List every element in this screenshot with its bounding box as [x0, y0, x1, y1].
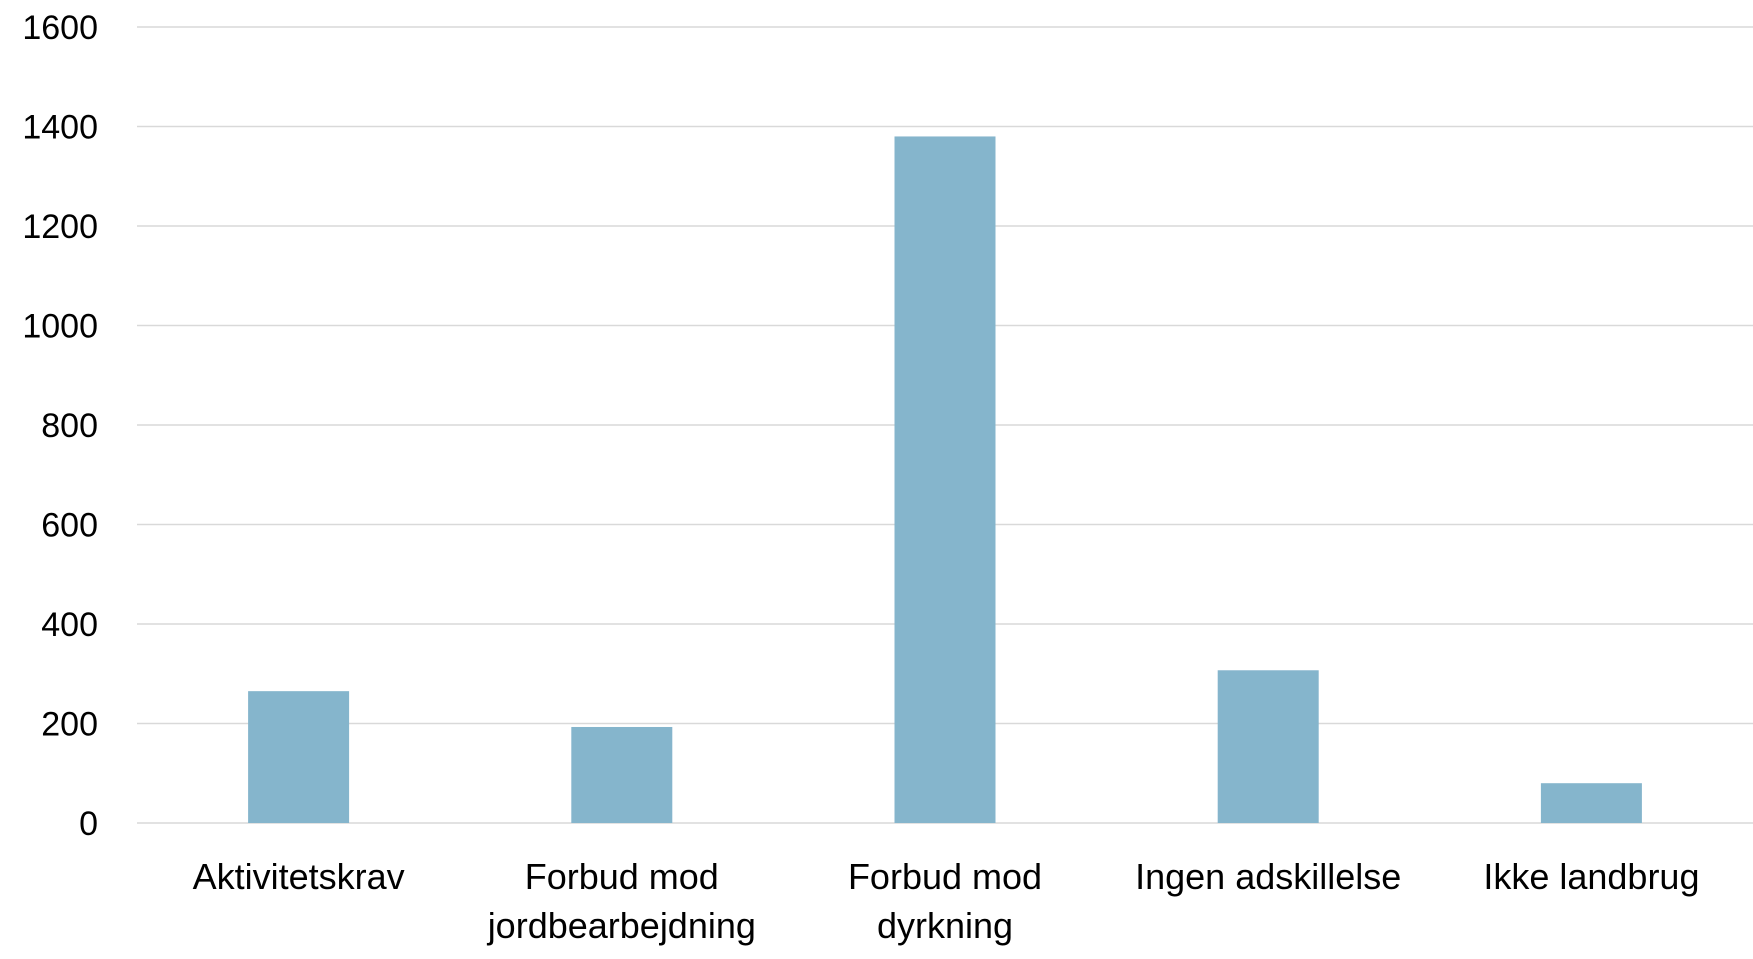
bar-4 [1540, 783, 1642, 823]
x-tick-label: Ingen adskillelse [1135, 856, 1401, 897]
y-tick-label: 1600 [22, 9, 98, 47]
bar-1 [571, 726, 673, 823]
y-tick-label: 1200 [22, 208, 98, 246]
bar-0 [248, 691, 350, 823]
x-tick-label-line: Aktivitetskrav [193, 856, 405, 897]
x-tick-label-line: Forbud mod [525, 856, 719, 897]
x-tick-label-line: Ikke landbrug [1483, 856, 1699, 897]
y-tick-label: 600 [41, 507, 98, 545]
x-tick-label: Forbud mod dyrkning [848, 856, 1042, 946]
y-tick-label: 0 [79, 805, 98, 843]
y-axis-ticks: 0 200 400 600 800 1000 1200 1400 1600 [22, 9, 98, 843]
bar-3 [1217, 670, 1319, 823]
y-tick-label: 1000 [22, 308, 98, 346]
bar-2 [894, 136, 996, 823]
bars [248, 136, 1642, 823]
y-tick-label: 400 [41, 606, 98, 644]
y-tick-label: 200 [41, 706, 98, 744]
x-tick-label: Aktivitetskrav [193, 856, 405, 897]
x-tick-label-line: Ingen adskillelse [1135, 856, 1401, 897]
x-tick-label: Forbud mod jordbearbejdning [487, 856, 756, 946]
x-tick-label: Ikke landbrug [1483, 856, 1699, 897]
y-tick-label: 800 [41, 407, 98, 445]
x-tick-label-line: Forbud mod [848, 856, 1042, 897]
x-axis-ticks: Aktivitetskrav Forbud mod jordbearbejdning… [193, 856, 1700, 946]
x-tick-label-line: jordbearbejdning [487, 905, 756, 946]
y-tick-label: 1400 [22, 109, 98, 147]
x-tick-label-line: dyrkning [877, 905, 1013, 946]
